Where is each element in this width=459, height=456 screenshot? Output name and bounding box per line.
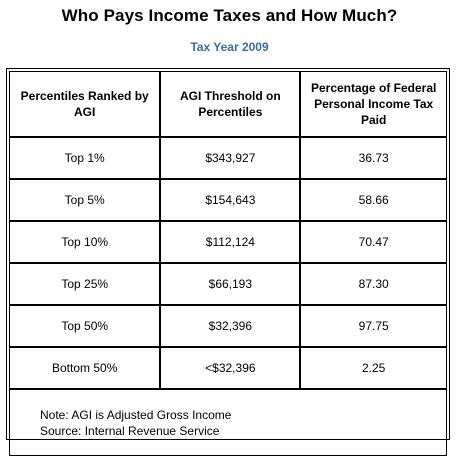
threshold-cell: $32,396 <box>160 305 301 347</box>
page-title: Who Pays Income Taxes and How Much? <box>61 6 398 25</box>
notes-row: Note: AGI is Adjusted Gross Income Sourc… <box>9 389 447 456</box>
tax-table-frame: Percentiles Ranked by AGI AGI Threshold … <box>6 68 450 456</box>
table-row: Top 10% $112,124 70.47 <box>9 221 447 263</box>
header-agi-threshold: AGI Threshold on Percentiles <box>160 71 301 137</box>
page-subtitle: Tax Year 2009 <box>190 40 269 54</box>
tax-share-cell: 70.47 <box>300 221 447 263</box>
header-tax-share: Percentage of Federal Personal Income Ta… <box>300 71 447 137</box>
percentile-cell: Top 5% <box>9 179 161 221</box>
table-header-row: Percentiles Ranked by AGI AGI Threshold … <box>9 71 447 137</box>
table-row: Bottom 50% <$32,396 2.25 <box>9 347 447 389</box>
tax-share-cell: 97.75 <box>300 305 447 347</box>
tax-share-cell: 2.25 <box>300 347 447 389</box>
percentile-cell: Top 10% <box>9 221 161 263</box>
table-row: Top 5% $154,643 58.66 <box>9 179 447 221</box>
threshold-cell: <$32,396 <box>160 347 301 389</box>
threshold-cell: $343,927 <box>160 137 301 179</box>
notes-cell: Note: AGI is Adjusted Gross Income Sourc… <box>9 389 447 456</box>
tax-table: Percentiles Ranked by AGI AGI Threshold … <box>9 71 447 456</box>
tax-share-cell: 36.73 <box>300 137 447 179</box>
table-row: Top 25% $66,193 87.30 <box>9 263 447 305</box>
threshold-cell: $154,643 <box>160 179 301 221</box>
agi-note: Note: AGI is Adjusted Gross Income <box>40 407 232 422</box>
tax-share-cell: 87.30 <box>300 263 447 305</box>
tax-share-cell: 58.66 <box>300 179 447 221</box>
threshold-cell: $112,124 <box>160 221 301 263</box>
header-percentiles: Percentiles Ranked by AGI <box>9 71 161 137</box>
percentile-cell: Bottom 50% <box>9 347 161 389</box>
percentile-cell: Top 50% <box>9 305 161 347</box>
source-note: Source: Internal Revenue Service <box>40 423 220 438</box>
threshold-cell: $66,193 <box>160 263 301 305</box>
table-row: Top 50% $32,396 97.75 <box>9 305 447 347</box>
table-row: Top 1% $343,927 36.73 <box>9 137 447 179</box>
percentile-cell: Top 1% <box>9 137 161 179</box>
percentile-cell: Top 25% <box>9 263 161 305</box>
